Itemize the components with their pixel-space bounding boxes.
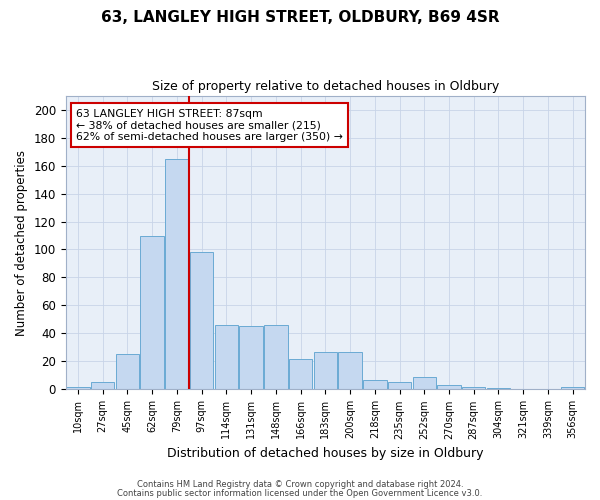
Bar (190, 252, 214, 390)
Bar (91, 382, 115, 390)
Bar (140, 236, 164, 390)
Text: 63, LANGLEY HIGH STREET, OLDBURY, B69 4SR: 63, LANGLEY HIGH STREET, OLDBURY, B69 4S… (101, 10, 499, 25)
Bar (437, 385, 461, 390)
Bar (561, 386, 584, 390)
Bar (239, 326, 263, 390)
Bar (338, 352, 362, 390)
Bar (487, 388, 510, 390)
Bar (165, 158, 188, 390)
Bar (264, 325, 287, 390)
X-axis label: Distribution of detached houses by size in Oldbury: Distribution of detached houses by size … (167, 447, 484, 460)
Bar (116, 354, 139, 390)
Title: Size of property relative to detached houses in Oldbury: Size of property relative to detached ho… (152, 80, 499, 93)
Bar (413, 377, 436, 390)
Bar (314, 352, 337, 390)
Bar (388, 382, 411, 390)
Text: Contains public sector information licensed under the Open Government Licence v3: Contains public sector information licen… (118, 489, 482, 498)
Bar (215, 325, 238, 390)
Bar (66, 386, 90, 390)
Text: 63 LANGLEY HIGH STREET: 87sqm
← 38% of detached houses are smaller (215)
62% of : 63 LANGLEY HIGH STREET: 87sqm ← 38% of d… (76, 109, 343, 142)
Bar (363, 380, 386, 390)
Bar (462, 386, 485, 390)
Bar (289, 358, 313, 390)
Y-axis label: Number of detached properties: Number of detached properties (15, 150, 28, 336)
Text: Contains HM Land Registry data © Crown copyright and database right 2024.: Contains HM Land Registry data © Crown c… (137, 480, 463, 489)
